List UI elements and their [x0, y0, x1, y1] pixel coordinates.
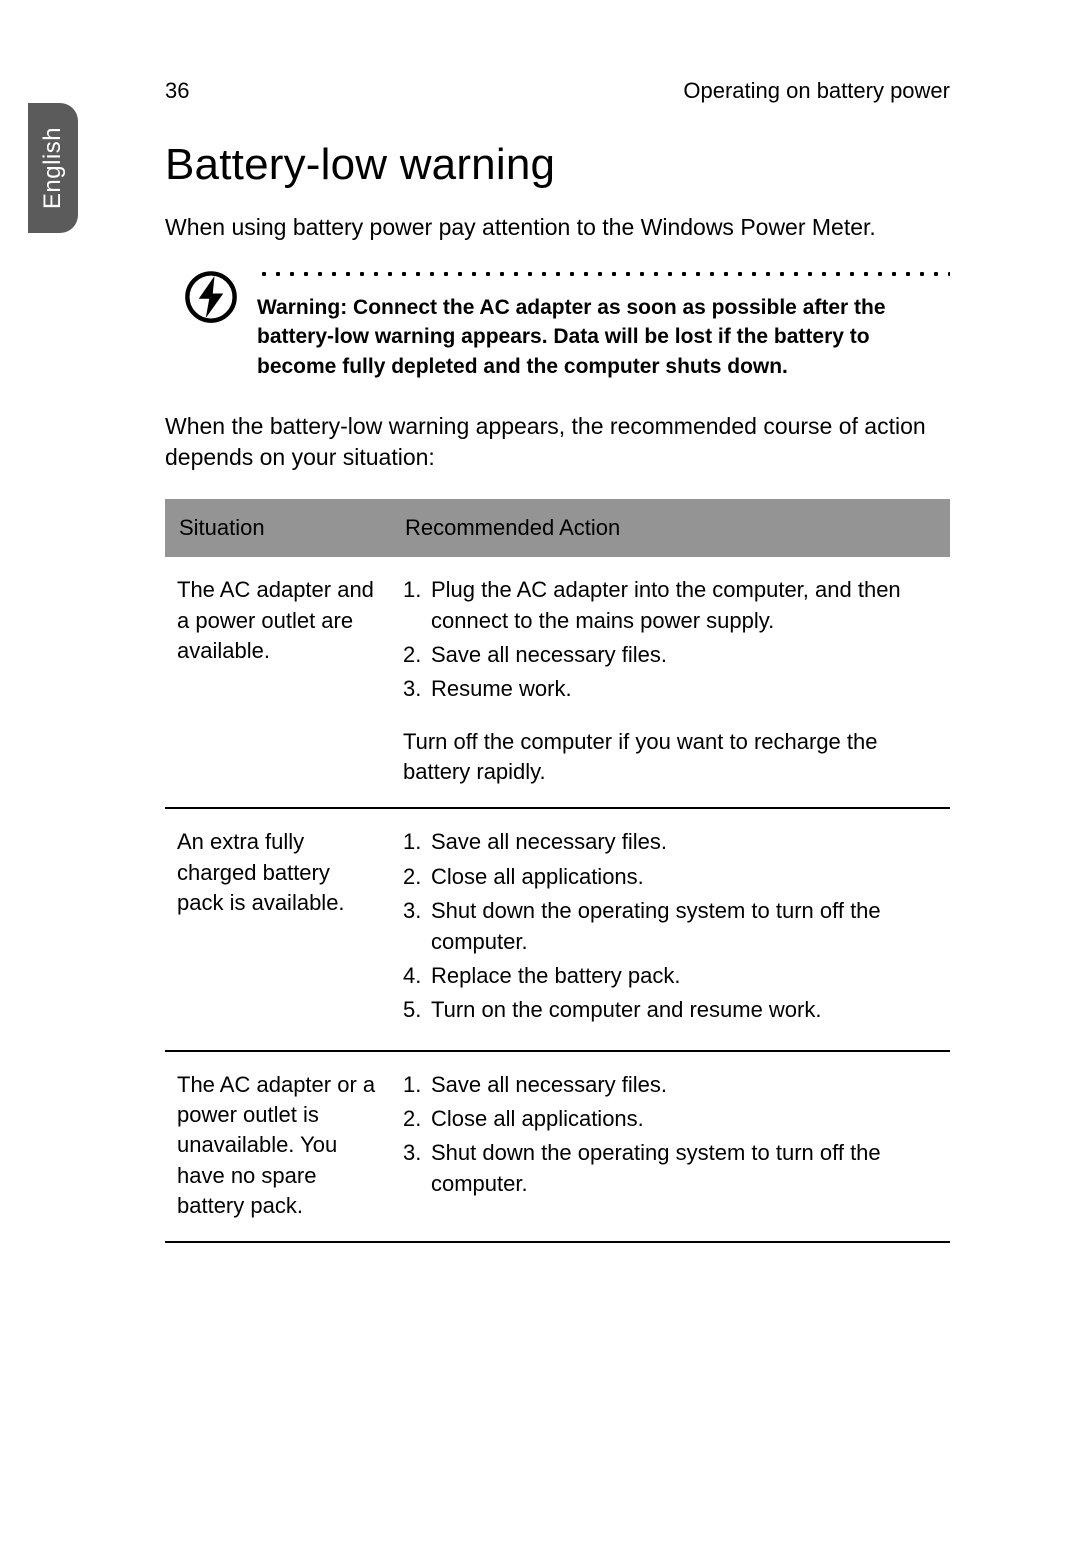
lead-in-paragraph: When the battery-low warning appears, th… — [165, 411, 950, 473]
action-item: 2.Close all applications. — [403, 862, 938, 892]
action-item-text: Close all applications. — [431, 1104, 938, 1134]
action-item: 1.Save all necessary files. — [403, 1070, 938, 1100]
warning-right: Warning: Connect the AC adapter as soon … — [257, 269, 950, 381]
action-item-text: Replace the battery pack. — [431, 961, 938, 991]
table-header-situation: Situation — [165, 499, 391, 557]
action-item-text: Turn on the computer and resume work. — [431, 995, 938, 1025]
table-row: The AC adapter or a power outlet is unav… — [165, 1051, 950, 1243]
language-side-tab-label: English — [39, 127, 67, 209]
action-item-number: 3. — [403, 1138, 431, 1199]
action-item: 2.Save all necessary files. — [403, 640, 938, 670]
action-cell: 1.Save all necessary files.2.Close all a… — [391, 808, 950, 1050]
section-title: Battery-low warning — [165, 140, 950, 190]
action-item: 5.Turn on the computer and resume work. — [403, 995, 938, 1025]
action-item: 3.Shut down the operating system to turn… — [403, 896, 938, 957]
action-item-text: Shut down the operating system to turn o… — [431, 1138, 938, 1199]
situation-cell: An extra fully charged battery pack is a… — [165, 808, 391, 1050]
lightning-warning-icon — [183, 269, 239, 325]
action-item-text: Close all applications. — [431, 862, 938, 892]
language-side-tab: English — [28, 103, 78, 233]
action-item-text: Save all necessary files. — [431, 827, 938, 857]
table-header-action: Recommended Action — [391, 499, 950, 557]
action-item: 3.Resume work. — [403, 674, 938, 704]
action-item-number: 3. — [403, 896, 431, 957]
action-item-number: 2. — [403, 1104, 431, 1134]
action-item-number: 2. — [403, 862, 431, 892]
action-item-text: Shut down the operating system to turn o… — [431, 896, 938, 957]
action-item-text: Plug the AC adapter into the computer, a… — [431, 575, 938, 636]
action-item-number: 5. — [403, 995, 431, 1025]
table-row: An extra fully charged battery pack is a… — [165, 808, 950, 1050]
dotted-rule — [257, 269, 950, 279]
actions-table-body: The AC adapter and a power outlet are av… — [165, 557, 950, 1242]
table-row: The AC adapter and a power outlet are av… — [165, 557, 950, 808]
action-item-number: 3. — [403, 674, 431, 704]
action-item-number: 2. — [403, 640, 431, 670]
action-item-number: 1. — [403, 575, 431, 636]
actions-table: Situation Recommended Action The AC adap… — [165, 499, 950, 1243]
page-content: 36 Operating on battery power Battery-lo… — [165, 78, 950, 1243]
action-item: 1.Plug the AC adapter into the computer,… — [403, 575, 938, 636]
action-item: 1.Save all necessary files. — [403, 827, 938, 857]
warning-text: Warning: Connect the AC adapter as soon … — [257, 293, 950, 381]
action-item: 4.Replace the battery pack. — [403, 961, 938, 991]
running-header-title: Operating on battery power — [683, 78, 950, 104]
situation-cell: The AC adapter or a power outlet is unav… — [165, 1051, 391, 1243]
action-item-number: 1. — [403, 1070, 431, 1100]
action-item: 2.Close all applications. — [403, 1104, 938, 1134]
action-cell: 1.Plug the AC adapter into the computer,… — [391, 557, 950, 808]
action-item-text: Save all necessary files. — [431, 1070, 938, 1100]
action-item-number: 4. — [403, 961, 431, 991]
action-item-text: Resume work. — [431, 674, 938, 704]
warning-block: Warning: Connect the AC adapter as soon … — [183, 269, 950, 381]
intro-paragraph: When using battery power pay attention t… — [165, 212, 950, 243]
page-number: 36 — [165, 78, 189, 104]
action-item-number: 1. — [403, 827, 431, 857]
action-note: Turn off the computer if you want to rec… — [403, 727, 938, 788]
running-header: 36 Operating on battery power — [165, 78, 950, 104]
action-item: 3.Shut down the operating system to turn… — [403, 1138, 938, 1199]
situation-cell: The AC adapter and a power outlet are av… — [165, 557, 391, 808]
action-cell: 1.Save all necessary files.2.Close all a… — [391, 1051, 950, 1243]
action-item-text: Save all necessary files. — [431, 640, 938, 670]
